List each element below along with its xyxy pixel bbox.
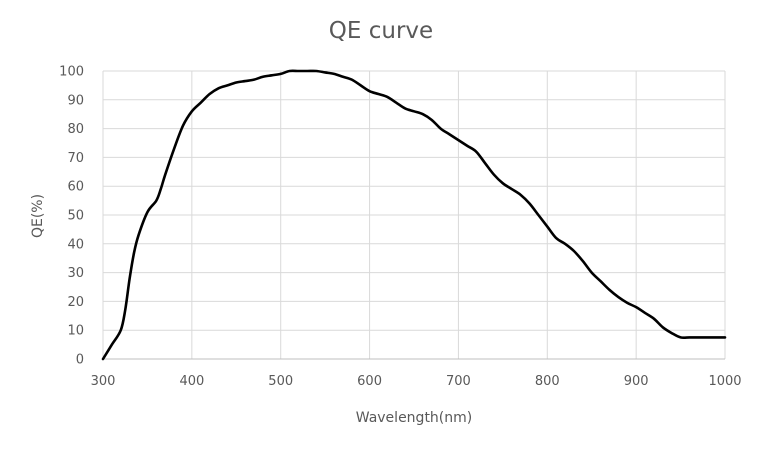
x-tick-label: 500: [268, 374, 293, 389]
y-tick-label: 30: [67, 266, 84, 281]
axes: 0 10 20 30 40 50 60 70 80 90 100 300 400 500 600 700 800…: [59, 65, 741, 390]
x-tick-label: 1000: [708, 374, 741, 389]
x-tick-label: 800: [535, 374, 560, 389]
x-tick-label: 400: [179, 374, 204, 389]
y-axis-label: QE(%): [30, 194, 46, 238]
x-tick-label: 900: [624, 374, 649, 389]
series-line-qe: [101, 69, 727, 361]
y-tick-label: 40: [67, 237, 84, 252]
y-tick-label: 90: [67, 93, 84, 108]
x-tick-label: 300: [91, 374, 116, 389]
y-tick-label: 10: [67, 324, 84, 339]
y-tick-label: 0: [76, 353, 84, 368]
y-tick-label: 20: [67, 295, 84, 310]
chart-title: QE curve: [329, 18, 433, 44]
x-axis-label: Wavelength(nm): [356, 410, 472, 426]
y-tick-label: 80: [67, 122, 84, 137]
series-layer: [101, 69, 727, 361]
x-tick-label: 700: [446, 374, 471, 389]
gridlines: [102, 70, 726, 359]
y-tick-label: 50: [67, 209, 84, 224]
y-tick-label: 60: [67, 180, 84, 195]
x-tick-label: 600: [357, 374, 382, 389]
y-tick-label: 100: [59, 65, 84, 80]
y-tick-label: 70: [67, 151, 84, 166]
